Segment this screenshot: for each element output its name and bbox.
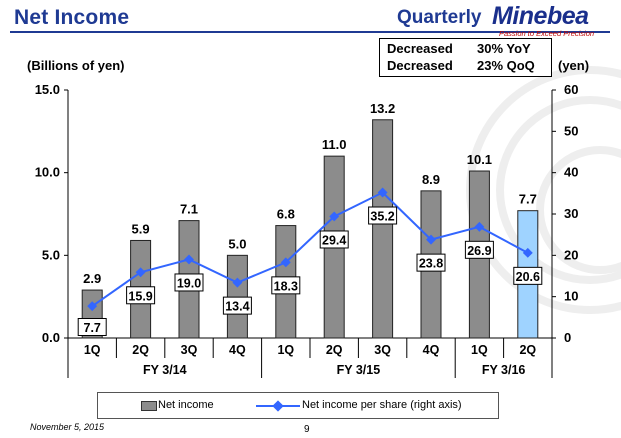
- fiscal-year-label: FY 3/15: [337, 363, 381, 377]
- eps-point: [280, 257, 291, 268]
- eps-value-label: 35.2: [370, 210, 394, 224]
- legend-diamond-marker: [272, 400, 284, 412]
- legend-net-income: Net income: [158, 399, 214, 411]
- category-label: 4Q: [229, 343, 246, 357]
- eps-value-label: 15.9: [128, 289, 152, 303]
- category-label: 1Q: [84, 343, 101, 357]
- right-axis-tick-label: 30: [564, 206, 578, 221]
- title-underline: [10, 31, 610, 33]
- eps-label-box: [77, 318, 107, 336]
- left-axis-unit: (Billions of yen): [27, 58, 125, 73]
- bar-value-label: 6.8: [277, 207, 295, 222]
- period-label: Quarterly: [397, 7, 482, 28]
- eps-label-box: [416, 253, 446, 272]
- chart-legend: Net income Net income per share (right a…: [97, 392, 499, 419]
- eps-label-box: [222, 296, 252, 315]
- yoy-value: 30% YoY: [477, 41, 531, 56]
- bar-value-label: 2.9: [83, 271, 101, 286]
- left-axis-tick-label: 0.0: [42, 330, 60, 345]
- fiscal-year-label: FY 3/16: [482, 363, 526, 377]
- yoy-line: Decreased 30% YoY: [387, 41, 531, 56]
- eps-point: [426, 234, 436, 245]
- bar-value-label: 10.1: [467, 152, 492, 167]
- right-axis-tick-label: 20: [564, 247, 578, 262]
- page-number: 9: [304, 424, 310, 435]
- eps-label-box: [368, 206, 398, 225]
- eps-value-label: 7.7: [84, 321, 101, 335]
- bar-value-label: 5.9: [132, 221, 150, 236]
- right-axis-tick-label: 10: [564, 289, 578, 304]
- right-axis-tick-label: 60: [564, 82, 578, 97]
- eps-label-box: [513, 266, 543, 285]
- legend-eps: Net income per share (right axis): [302, 399, 462, 411]
- right-axis-tick-label: 0: [564, 330, 571, 345]
- category-label: 2Q: [519, 343, 536, 357]
- eps-value-label: 13.4: [225, 300, 249, 314]
- legend-bar-swatch: [141, 401, 157, 411]
- category-label: 2Q: [326, 343, 343, 357]
- page-title: Net Income: [14, 6, 130, 29]
- eps-label-box: [319, 230, 349, 249]
- left-axis-tick-label: 10.0: [35, 165, 60, 180]
- bar-value-label: 7.7: [519, 192, 537, 207]
- eps-value-label: 29.4: [322, 233, 346, 247]
- category-label: 3Q: [374, 343, 391, 357]
- eps-point: [377, 187, 388, 198]
- left-axis-tick-label: 5.0: [42, 247, 60, 262]
- right-axis-tick-label: 50: [564, 123, 578, 138]
- bar-value-label: 11.0: [322, 137, 347, 152]
- bar-value-label: 7.1: [180, 202, 198, 217]
- eps-label-box: [126, 286, 156, 305]
- bar-value-label: 5.0: [228, 236, 246, 251]
- eps-label-box: [174, 273, 204, 292]
- category-label: 1Q: [277, 343, 294, 357]
- category-label: 4Q: [423, 343, 440, 357]
- eps-value-label: 19.0: [177, 276, 201, 290]
- eps-point: [329, 211, 340, 222]
- eps-point: [522, 247, 533, 258]
- eps-value-label: 20.6: [516, 270, 540, 284]
- eps-value-label: 26.9: [467, 244, 491, 258]
- bar-value-label: 13.2: [370, 101, 395, 116]
- eps-value-label: 18.3: [274, 279, 298, 293]
- category-label: 1Q: [471, 343, 488, 357]
- eps-point: [474, 221, 485, 232]
- category-label: 3Q: [181, 343, 198, 357]
- eps-label-box: [271, 276, 301, 295]
- qoq-label: Decreased: [387, 58, 453, 73]
- brand-tagline: Passion to Exceed Precision: [499, 29, 595, 38]
- change-summary-box: Decreased 30% YoY Decreased 23% QoQ: [379, 38, 552, 77]
- eps-point: [232, 277, 243, 288]
- eps-label-box: [464, 240, 494, 259]
- brand-logo: Minebea: [492, 2, 589, 30]
- right-axis-tick-label: 40: [564, 165, 578, 180]
- fiscal-year-label: FY 3/14: [143, 363, 187, 377]
- qoq-value: 23% QoQ: [477, 58, 535, 73]
- presentation-date: November 5, 2015: [30, 422, 105, 432]
- bar-value-label: 8.9: [422, 172, 440, 187]
- eps-line: [91, 191, 529, 307]
- left-axis-tick-label: 15.0: [35, 82, 60, 97]
- net-income-bar: [372, 119, 394, 339]
- qoq-line: Decreased 23% QoQ: [387, 58, 535, 73]
- category-label: 2Q: [132, 343, 149, 357]
- yoy-label: Decreased: [387, 41, 453, 56]
- eps-point: [184, 254, 194, 265]
- right-axis-unit: (yen): [558, 58, 590, 73]
- eps-point: [135, 267, 146, 278]
- eps-value-label: 23.8: [419, 257, 443, 271]
